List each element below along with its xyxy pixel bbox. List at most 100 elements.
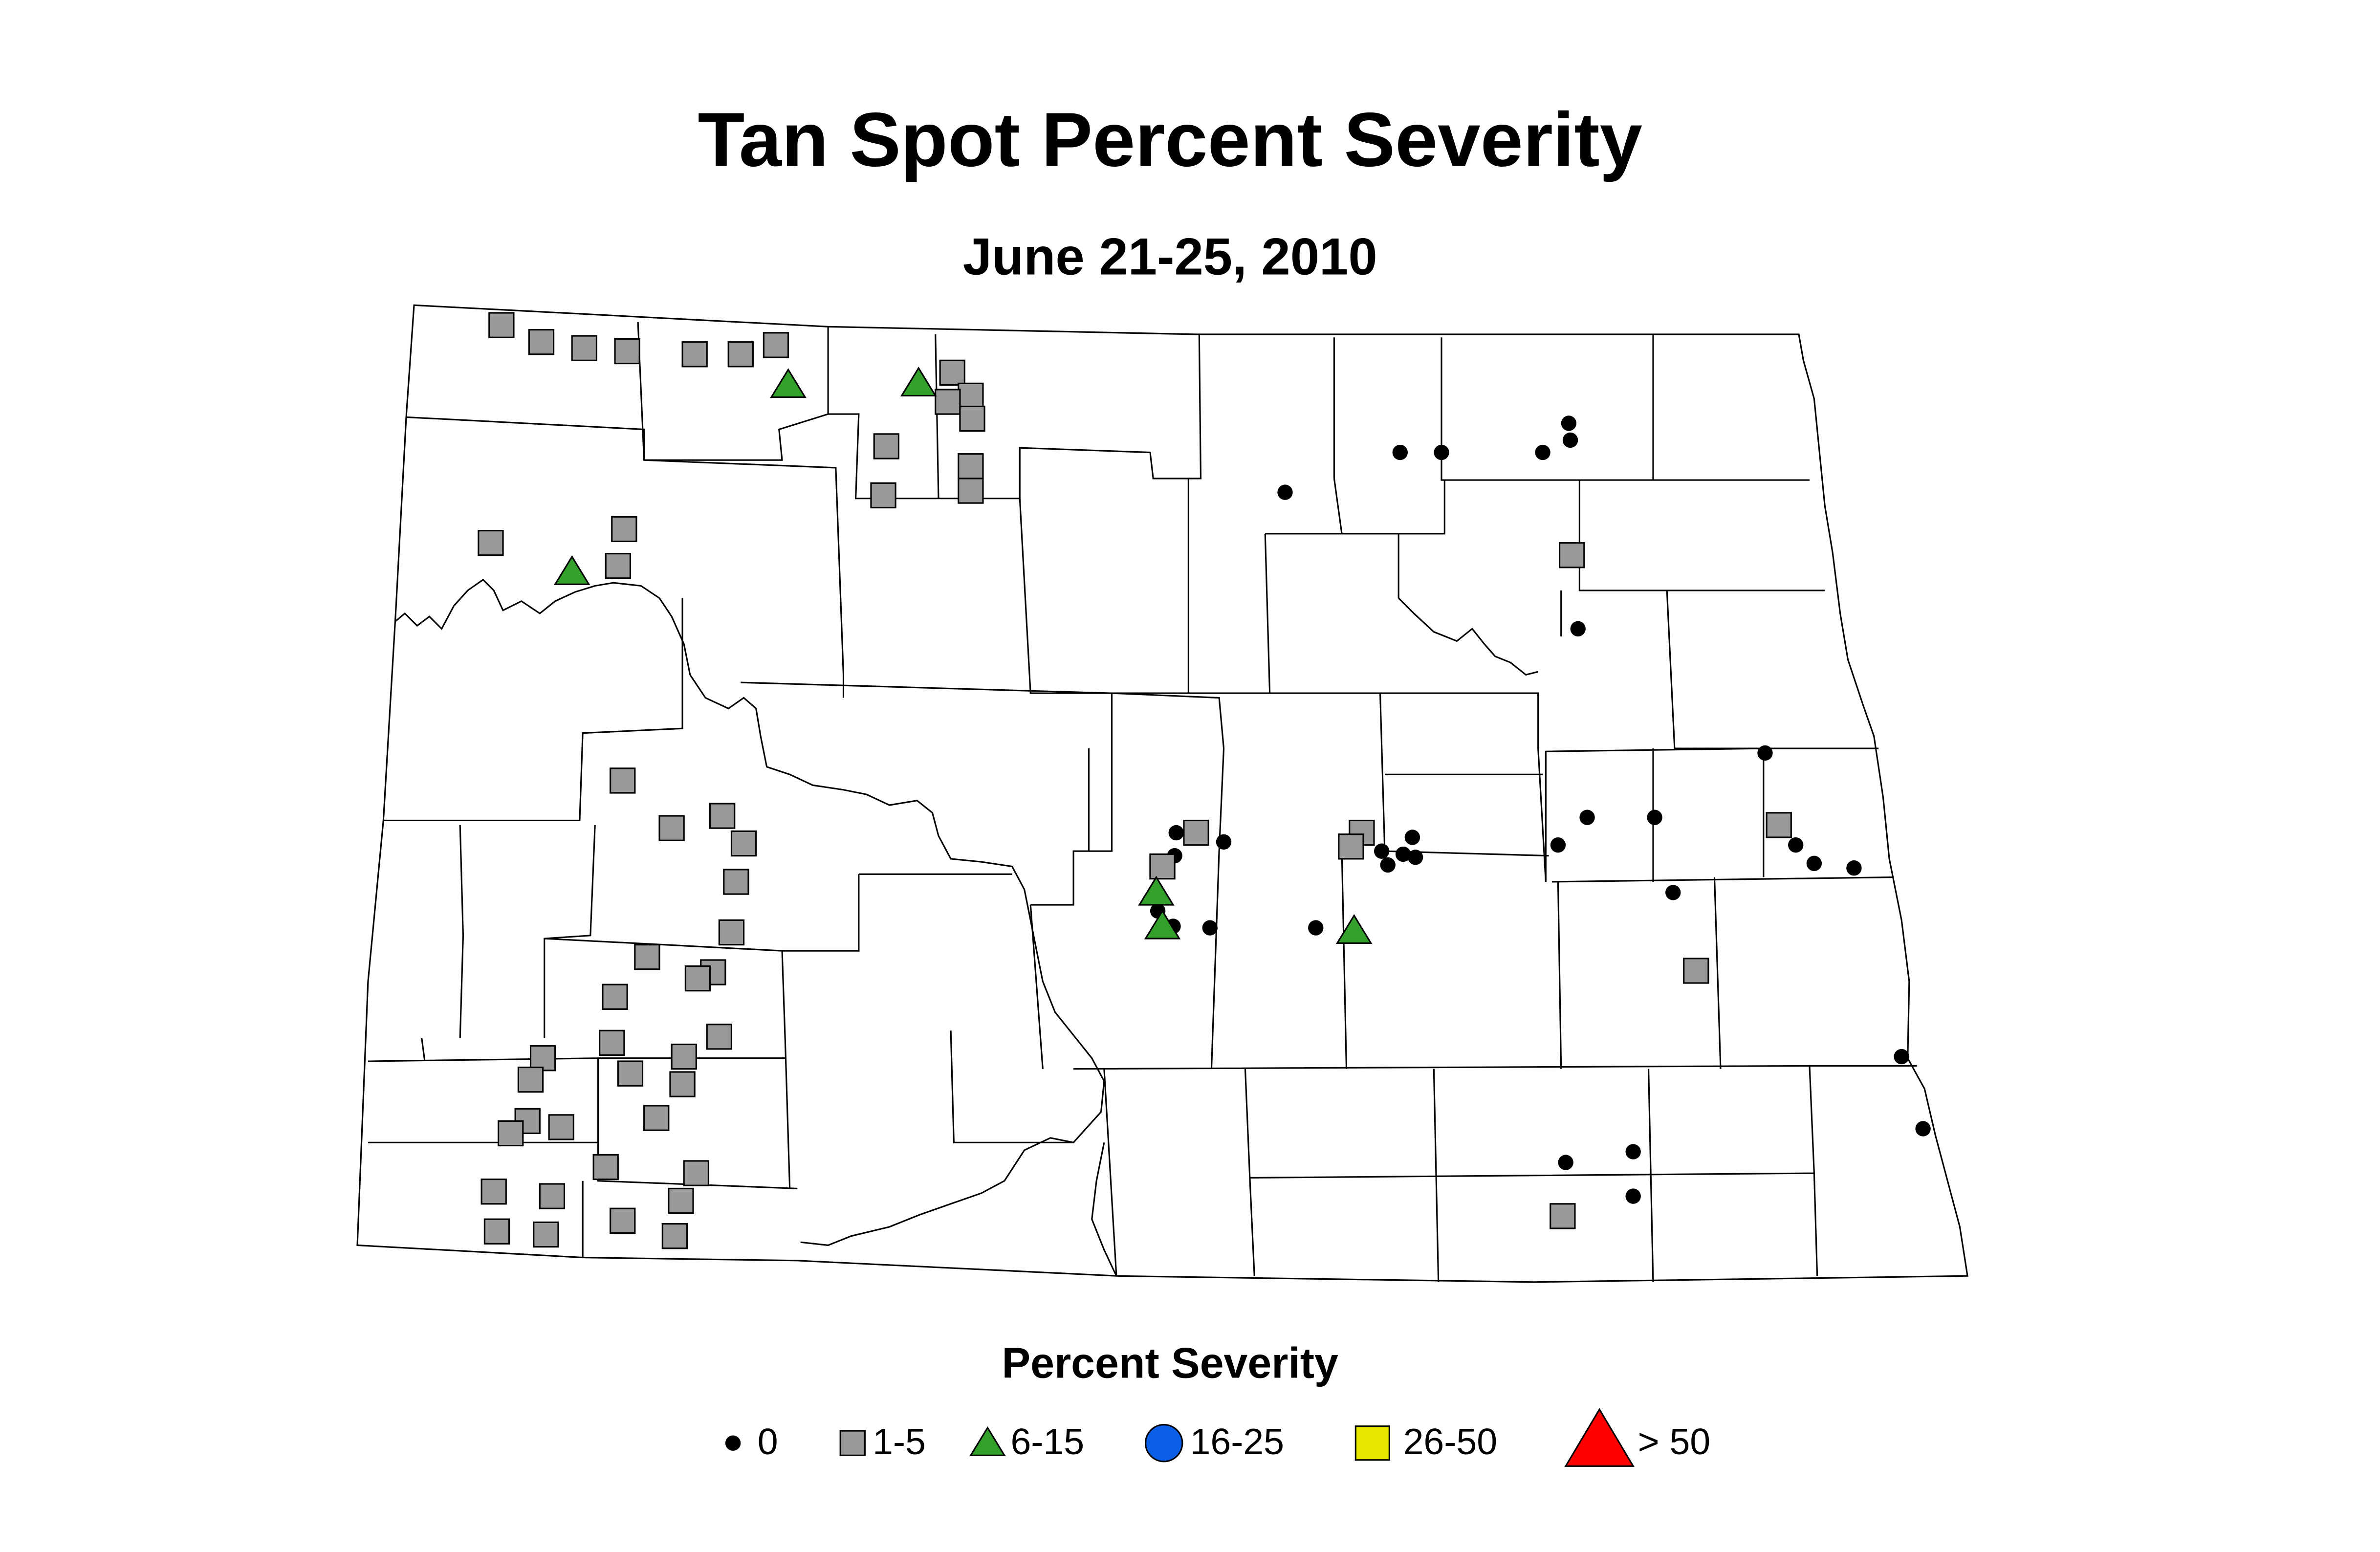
legend-swatch xyxy=(1354,1425,1390,1461)
site-marker xyxy=(939,359,965,386)
site-marker xyxy=(1407,850,1423,865)
site-marker xyxy=(1392,444,1408,460)
site-marker xyxy=(723,869,749,895)
river xyxy=(1091,1142,1117,1276)
site-marker xyxy=(553,555,590,585)
site-marker xyxy=(488,312,515,338)
site-marker xyxy=(1183,819,1209,846)
site-marker xyxy=(1338,833,1364,860)
river xyxy=(1398,597,1539,676)
site-marker xyxy=(683,1160,709,1186)
legend-swatch xyxy=(725,1435,741,1451)
site-marker xyxy=(709,803,736,829)
site-marker xyxy=(498,1120,524,1147)
site-marker xyxy=(599,1029,625,1056)
site-marker xyxy=(1647,809,1662,825)
legend-swatch xyxy=(839,1430,866,1456)
site-marker xyxy=(605,553,631,579)
site-marker xyxy=(1665,885,1681,900)
site-marker xyxy=(658,815,685,841)
site-marker xyxy=(1766,812,1792,838)
legend-swatch xyxy=(1144,1423,1183,1463)
site-marker xyxy=(668,1187,694,1214)
site-marker xyxy=(528,328,555,355)
site-marker xyxy=(592,1154,619,1180)
site-marker xyxy=(1202,920,1218,936)
site-marker xyxy=(617,1060,644,1087)
site-marker xyxy=(1894,1049,1909,1065)
site-marker xyxy=(1277,484,1293,500)
county-lines xyxy=(368,322,1917,1282)
site-marker xyxy=(1550,1203,1576,1229)
site-marker xyxy=(958,453,984,480)
site-marker xyxy=(706,1024,733,1050)
site-marker xyxy=(1570,621,1586,637)
site-marker xyxy=(1915,1121,1931,1137)
site-marker xyxy=(614,338,640,365)
site-marker xyxy=(1806,855,1822,872)
site-marker xyxy=(480,1179,507,1205)
site-marker xyxy=(870,482,896,509)
site-marker xyxy=(1138,875,1175,906)
site-marker xyxy=(1404,830,1420,845)
site-marker xyxy=(1683,958,1709,984)
site-marker xyxy=(730,830,757,857)
site-marker xyxy=(634,944,660,970)
site-marker xyxy=(571,335,597,361)
site-marker xyxy=(1535,444,1550,460)
site-marker xyxy=(763,332,789,358)
site-marker xyxy=(718,919,745,946)
site-marker xyxy=(1380,857,1396,873)
site-marker xyxy=(478,529,504,556)
site-marker xyxy=(533,1221,559,1248)
site-marker xyxy=(1395,846,1411,862)
legend-label: 6-15 xyxy=(1010,1421,1084,1462)
legend-label: > 50 xyxy=(1638,1421,1711,1462)
site-marker xyxy=(770,368,807,398)
site-marker xyxy=(1550,837,1566,853)
site-marker xyxy=(1625,1144,1641,1159)
legend-swatch xyxy=(969,1426,1006,1456)
site-marker xyxy=(1788,837,1804,853)
site-marker xyxy=(483,1218,510,1245)
site-marker xyxy=(1374,843,1390,859)
legend-swatch xyxy=(1564,1408,1635,1467)
site-marker xyxy=(1144,909,1181,940)
site-marker xyxy=(611,516,637,543)
site-marker xyxy=(1558,1155,1573,1170)
legend-label: 26-50 xyxy=(1403,1421,1498,1462)
site-marker xyxy=(1335,914,1373,944)
site-marker xyxy=(1308,920,1324,936)
site-marker xyxy=(1561,415,1577,431)
site-marker xyxy=(610,1207,636,1234)
site-marker xyxy=(602,984,628,1010)
site-marker xyxy=(1216,834,1232,850)
site-marker xyxy=(958,478,984,504)
site-marker xyxy=(669,1071,696,1097)
site-marker xyxy=(727,341,754,368)
site-marker xyxy=(1846,860,1862,876)
site-marker xyxy=(935,389,961,415)
site-marker xyxy=(517,1067,544,1093)
site-marker xyxy=(1149,853,1176,880)
map-subtitle: June 21-25, 2010 xyxy=(963,227,1377,286)
legend-label: 1-5 xyxy=(873,1421,926,1462)
site-marker xyxy=(1562,432,1578,448)
site-marker xyxy=(1625,1188,1641,1204)
legend-title: Percent Severity xyxy=(1002,1339,1339,1387)
state-outline xyxy=(356,304,1968,1283)
site-marker xyxy=(900,366,937,397)
legend-label: 16-25 xyxy=(1190,1421,1285,1462)
site-marker xyxy=(643,1105,670,1131)
site-marker xyxy=(959,405,985,432)
site-marker xyxy=(958,382,984,409)
state-map xyxy=(356,304,1968,1283)
site-marker xyxy=(1434,444,1449,460)
site-marker xyxy=(681,341,708,368)
legend: 0 1-5 6-15 16-25 26-50 > 50 xyxy=(725,1408,1711,1467)
site-marker xyxy=(1757,745,1773,761)
site-marker xyxy=(873,433,899,459)
site-marker xyxy=(1168,825,1184,841)
site-marker xyxy=(610,767,636,794)
